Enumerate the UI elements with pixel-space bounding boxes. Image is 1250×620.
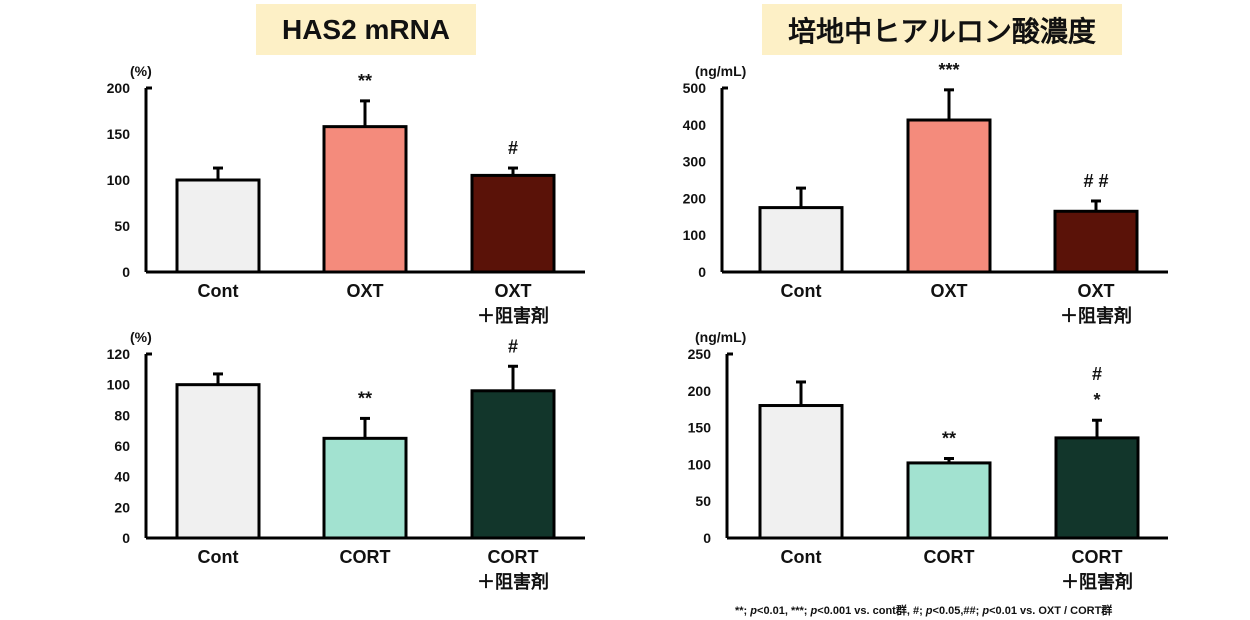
y-tick-label: 150 [107,126,131,142]
y-tick-label: 0 [122,264,130,280]
y-tick-label: 200 [683,190,707,206]
significance-marker: * [1093,390,1100,410]
x-tick-label: Cont [198,547,239,567]
bar-cort [906,461,992,540]
y-tick-label: 80 [114,407,130,423]
x-tick-label: OXT [1077,281,1114,301]
y-tick-label: 300 [683,154,707,170]
y-tick-label: 200 [688,383,712,399]
x-tick-label: Cont [198,281,239,301]
y-tick-label: 200 [107,80,131,96]
significance-marker: # # [1083,171,1108,191]
x-tick-label: OXT [930,281,967,301]
significance-marker: # [508,138,518,158]
significance-marker: ** [942,429,956,449]
footnote: **; p<0.01, ***; p<0.001 vs. cont群, #; p… [735,605,1113,617]
significance-marker: # [1092,364,1102,384]
y-tick-label: 120 [107,346,131,362]
bar-oxt [322,125,408,274]
bar-oxt [906,118,992,274]
bar-cort [1054,436,1140,540]
bar-cont [758,404,844,540]
significance-marker: *** [938,60,959,80]
x-tick-label: Cont [781,281,822,301]
y-tick-label: 100 [107,377,131,393]
y-tick-label: 50 [695,493,711,509]
x-tick-label: ＋阻害剤 [477,571,549,592]
y-tick-label: 50 [114,218,130,234]
y-tick-label: 0 [698,264,706,280]
significance-marker: # [508,336,518,356]
bar-cont [175,178,261,274]
bar-cort [470,389,556,540]
y-axis-unit: (%) [130,329,152,345]
y-axis-unit: (ng/mL) [695,63,746,79]
y-tick-label: 400 [683,117,707,133]
y-tick-label: 0 [122,530,130,546]
bar-cort [322,436,408,540]
bar-oxt [470,173,556,274]
x-tick-label: CORT [488,547,539,567]
y-tick-label: 100 [683,227,707,243]
y-tick-label: 100 [107,172,131,188]
y-tick-label: 60 [114,438,130,454]
bar-oxt [1053,209,1139,274]
x-tick-label: CORT [340,547,391,567]
x-tick-label: Cont [781,547,822,567]
x-tick-label: ＋阻害剤 [1061,571,1133,592]
y-tick-label: 150 [688,420,712,436]
chart-title-has2: HAS2 mRNA [256,4,476,55]
x-tick-label: OXT [346,281,383,301]
significance-marker: ** [358,388,372,408]
bar-cont [175,383,261,540]
y-axis-unit: (ng/mL) [695,329,746,345]
y-tick-label: 500 [683,80,707,96]
significance-marker: ** [358,71,372,91]
y-tick-label: 0 [703,530,711,546]
y-axis-unit: (%) [130,63,152,79]
chart-title-hyaluronic-acid: 培地中ヒアルロン酸濃度 [762,4,1122,55]
y-tick-label: 40 [114,469,130,485]
x-tick-label: CORT [1072,547,1123,567]
x-tick-label: CORT [924,547,975,567]
x-tick-label: OXT [494,281,531,301]
x-tick-label: ＋阻害剤 [477,305,549,326]
y-tick-label: 20 [114,499,130,515]
bar-cont [758,206,844,274]
y-tick-label: 250 [688,346,712,362]
y-tick-label: 100 [688,456,712,472]
x-tick-label: ＋阻害剤 [1060,305,1132,326]
